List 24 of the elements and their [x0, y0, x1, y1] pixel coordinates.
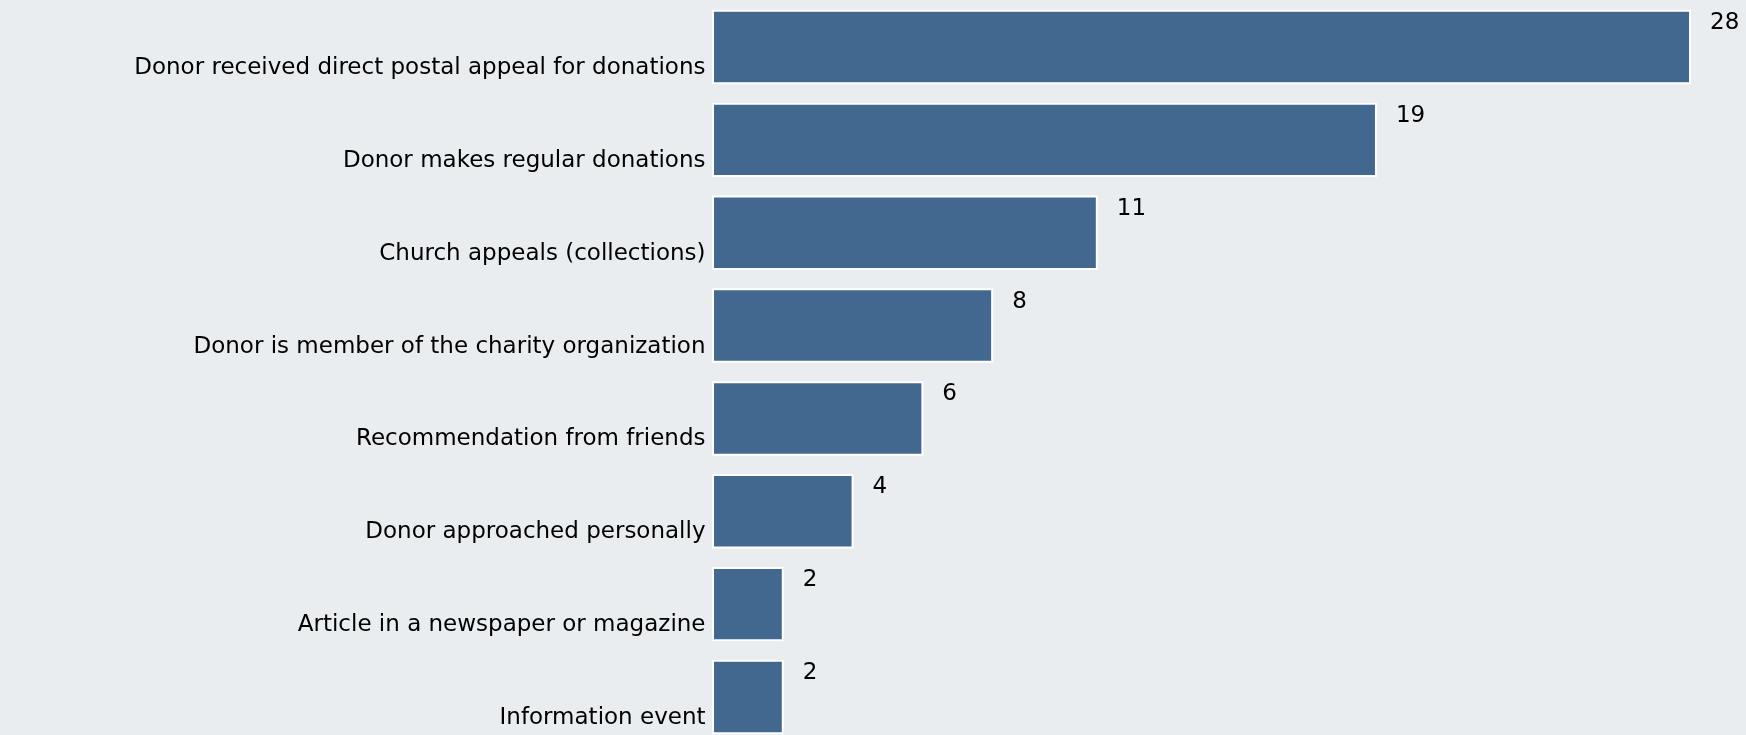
data-label: 19	[1395, 100, 1426, 127]
bar	[712, 9, 1691, 85]
bar	[712, 474, 854, 549]
y-tick-label: Information event	[499, 702, 706, 729]
data-label: 11	[1116, 193, 1147, 220]
bar	[712, 288, 994, 363]
bar	[712, 195, 1098, 270]
y-tick-label: Donor received direct postal appeal for donations	[134, 53, 706, 80]
y-tick-label: Recommendation from friends	[355, 424, 706, 451]
y-tick-label: Donor is member of the charity organization	[193, 331, 706, 358]
data-label: 2	[802, 657, 818, 684]
y-tick-label: Donor approached personally	[365, 517, 706, 544]
data-label: 8	[1012, 286, 1027, 313]
y-tick-label: Article in a newspaper or magazine	[297, 610, 706, 637]
y-tick-label: Donor makes regular donations	[342, 145, 706, 172]
bar	[712, 659, 784, 735]
bar	[712, 566, 784, 642]
bar	[712, 381, 924, 456]
y-tick-label: Church appeals (collections)	[379, 238, 706, 265]
data-label: 2	[802, 565, 818, 592]
data-label: 4	[872, 472, 888, 499]
data-label: 28	[1710, 8, 1740, 35]
data-label: 6	[942, 379, 957, 406]
bar	[712, 102, 1377, 178]
